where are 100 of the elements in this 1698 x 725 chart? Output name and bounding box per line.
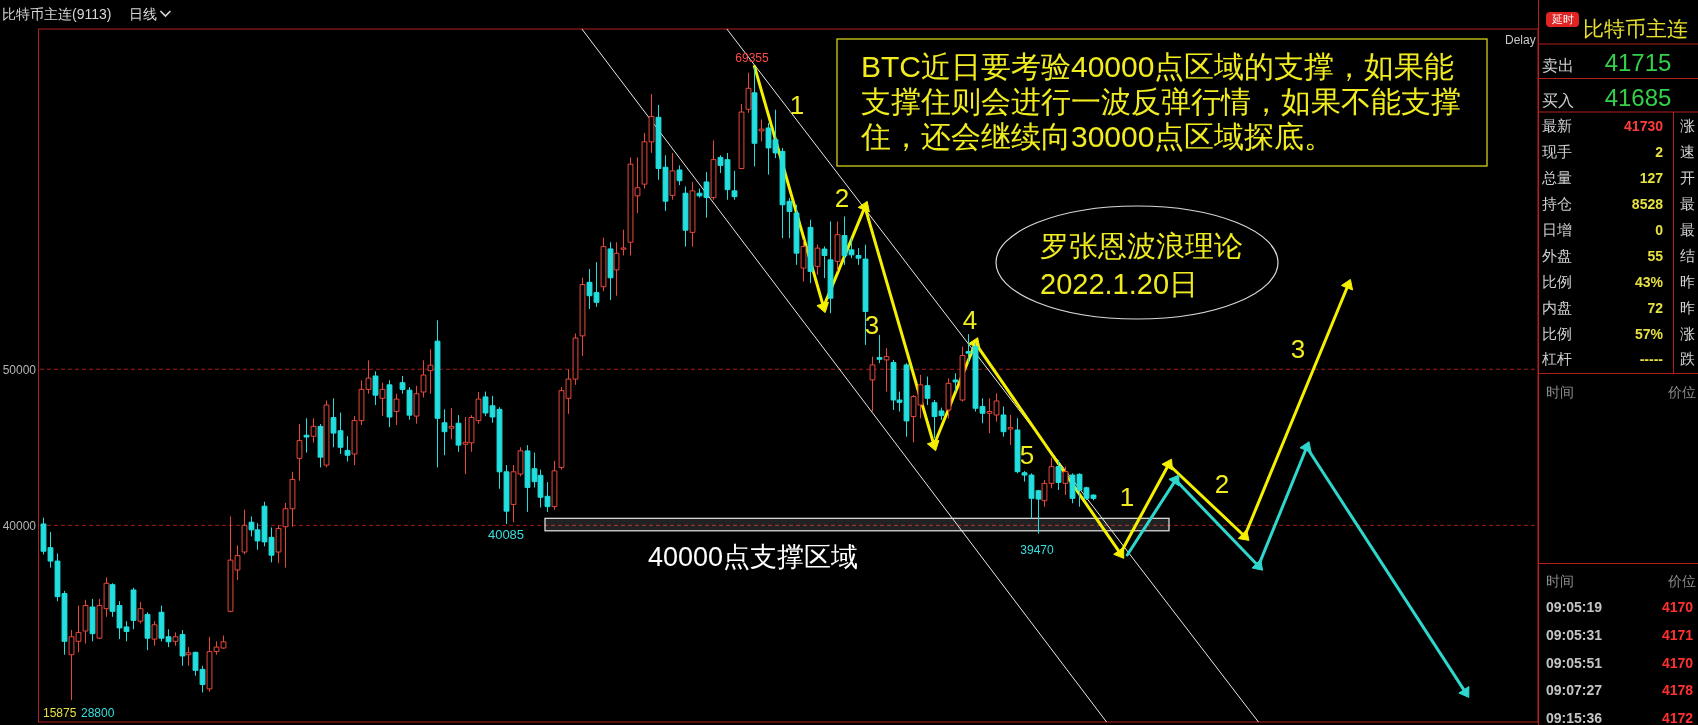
- text: 8528: [1631, 196, 1664, 212]
- text: 最: [1680, 220, 1695, 238]
- text: 跌: [1680, 350, 1695, 368]
- candlestick: [682, 185, 689, 248]
- text: 09:05:19: [1546, 599, 1603, 615]
- candlestick: [372, 370, 379, 406]
- text: 4178: [1662, 682, 1694, 699]
- text: 57%: [1634, 325, 1664, 342]
- annotation: 3: [1290, 334, 1306, 364]
- annotation: Delay: [1505, 33, 1536, 47]
- text: 43%: [1634, 273, 1664, 290]
- annotation: 1: [1119, 482, 1135, 512]
- candlestick: [731, 170, 738, 201]
- chart-title: 比特币主连(9113): [2, 6, 112, 22]
- text: 比例: [1542, 324, 1572, 342]
- annotation: BTC近日要考验40000点区域的支撑，如果能支撑住则会进行一波反弹行情，如果不能支撑住，还会继续向30000点区域探底。: [860, 50, 1461, 153]
- candlestick: [130, 587, 137, 630]
- annotation: 5: [1019, 440, 1035, 470]
- candlestick: [434, 319, 441, 468]
- text: 09:05:31: [1546, 626, 1603, 643]
- candlestick: [317, 423, 324, 468]
- point: [1161, 458, 1174, 471]
- text: 127: [1639, 170, 1664, 187]
- text: 4170: [1662, 599, 1694, 615]
- candlestick: [399, 375, 406, 395]
- candlestick: [310, 417, 317, 444]
- candlestick: [441, 408, 448, 456]
- text: 外盘: [1542, 246, 1572, 264]
- text: 持仓: [1542, 195, 1572, 212]
- candlestick: [945, 377, 952, 419]
- candlestick: [1062, 466, 1069, 496]
- text: 速: [1680, 143, 1695, 161]
- candlestick: [386, 379, 393, 428]
- text: 延时: [1550, 13, 1574, 25]
- annotation: 4: [962, 305, 978, 335]
- candlestick: [814, 244, 821, 276]
- point: [1299, 441, 1312, 453]
- text: 结: [1680, 246, 1695, 264]
- y-tick-label: 40000: [2, 518, 37, 533]
- annotation: 15875: [43, 706, 77, 720]
- candlestick: [883, 347, 890, 393]
- text: 价位: [1667, 573, 1696, 589]
- candlestick: [455, 414, 462, 453]
- candlestick: [151, 620, 158, 647]
- candlestick: [179, 629, 186, 667]
- candlestick: [393, 393, 400, 426]
- text: 4171: [1662, 626, 1694, 643]
- text: 涨: [1680, 324, 1695, 342]
- text: 41685: [1604, 84, 1672, 111]
- candlestick: [800, 239, 807, 283]
- candlestick: [172, 631, 179, 647]
- candlestick: [669, 152, 676, 201]
- band-label: 40000点支撑区域: [648, 542, 859, 572]
- text: 总量: [1541, 169, 1572, 187]
- candlestick: [1055, 459, 1062, 491]
- text: 09:07:27: [1546, 682, 1603, 699]
- text: 55: [1647, 247, 1664, 264]
- candlestick: [82, 599, 89, 644]
- text: 41730: [1624, 118, 1664, 135]
- candlestick: [448, 407, 455, 440]
- text: 卖出: [1542, 57, 1574, 74]
- text: 最: [1680, 195, 1695, 212]
- text: 涨: [1680, 117, 1695, 135]
- candlestick: [144, 611, 151, 651]
- text: 09:05:51: [1546, 654, 1603, 671]
- candlestick: [620, 229, 627, 256]
- annotation: 40085: [487, 527, 525, 542]
- candlestick: [600, 237, 607, 292]
- candlestick: [241, 509, 248, 555]
- text: 0: [1655, 221, 1664, 238]
- candlestick: [413, 385, 420, 425]
- candlestick: [751, 66, 758, 167]
- point: [857, 200, 870, 213]
- text: 09:15:36: [1546, 710, 1603, 725]
- candlestick: [607, 241, 614, 301]
- candlestick: [676, 164, 683, 186]
- candlestick: [827, 220, 834, 314]
- candlestick: [420, 359, 427, 398]
- candlestick: [303, 417, 310, 454]
- annotation: 39470: [1020, 543, 1055, 557]
- candlestick: [793, 204, 800, 266]
- annotation: 1: [789, 90, 805, 120]
- candlestick: [1014, 417, 1021, 474]
- text: 4170: [1662, 654, 1694, 671]
- text: 开: [1680, 169, 1695, 187]
- candlestick: [613, 241, 620, 297]
- candlestick: [379, 382, 386, 417]
- candlestick: [275, 524, 282, 564]
- candlestick: [579, 277, 586, 357]
- candlestick: [689, 181, 696, 248]
- text: 41715: [1604, 49, 1672, 76]
- candlestick: [758, 119, 765, 142]
- text: 日增: [1542, 220, 1572, 238]
- text: 2: [1655, 144, 1664, 161]
- text: 时间: [1546, 384, 1574, 400]
- candlestick: [551, 460, 558, 511]
- text: 4172: [1662, 710, 1694, 725]
- candlestick: [1007, 414, 1014, 446]
- candlestick: [710, 139, 717, 201]
- annotation: 69355: [735, 51, 770, 65]
